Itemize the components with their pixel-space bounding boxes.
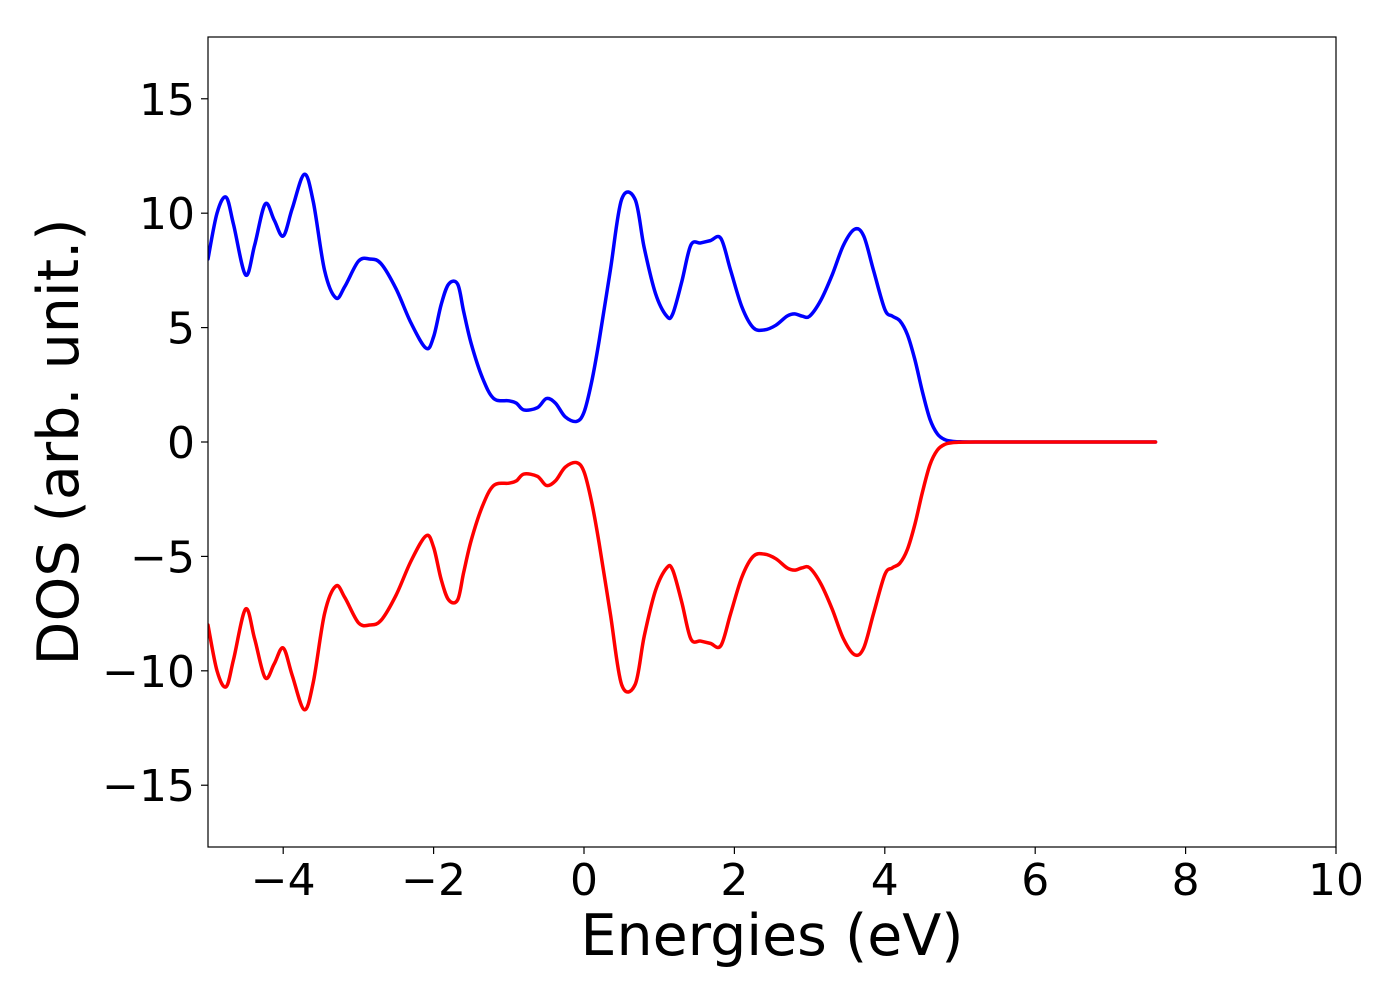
x-tick-label: −2 <box>401 855 466 906</box>
x-axis-title: Energies (eV) <box>580 903 963 969</box>
y-tick-label: 0 <box>167 418 195 469</box>
x-tick-label: 4 <box>871 855 899 906</box>
x-tick-label: 10 <box>1308 855 1364 906</box>
x-tick-label: 6 <box>1021 855 1049 906</box>
y-tick-label: 5 <box>167 304 195 355</box>
x-tick-label: 0 <box>570 855 598 906</box>
spin-up-series-line <box>208 172 1158 444</box>
spin-down-series-line <box>208 440 1158 712</box>
y-tick-label: −5 <box>130 532 195 583</box>
x-tick-label: 8 <box>1172 855 1200 906</box>
x-axis-ticks: −4 −2 0 2 4 6 8 10 <box>251 847 1364 906</box>
y-tick-label: 15 <box>139 75 195 126</box>
y-tick-label: 10 <box>139 189 195 240</box>
x-tick-label: 2 <box>720 855 748 906</box>
y-axis-ticks: 15 10 5 0 −5 −10 −15 <box>102 75 208 812</box>
y-axis-title: DOS (arb. unit.) <box>26 219 92 666</box>
x-tick-label: −4 <box>251 855 316 906</box>
y-tick-label: −15 <box>102 761 195 812</box>
y-tick-label: −10 <box>102 647 195 698</box>
plot-frame <box>207 36 1337 848</box>
